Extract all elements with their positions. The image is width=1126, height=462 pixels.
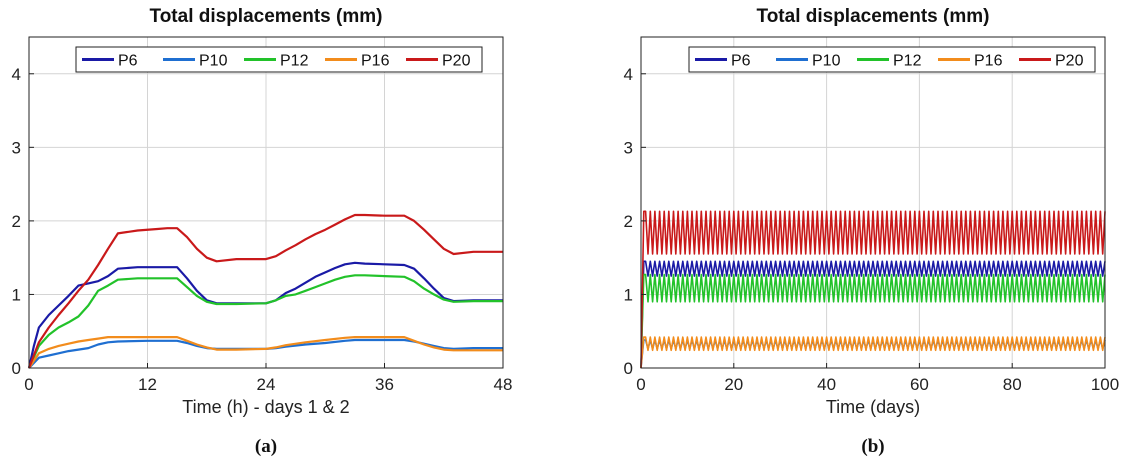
panel-a-lines xyxy=(27,213,503,369)
series-band-p6 xyxy=(640,260,1106,369)
legend-label-p20: P20 xyxy=(442,53,471,70)
series-band-p12 xyxy=(640,273,1106,369)
legend-label-p20: P20 xyxy=(1055,53,1084,70)
x-tick-label: 20 xyxy=(724,375,743,394)
y-tick-label: 0 xyxy=(624,359,633,378)
y-tick-label: 0 xyxy=(12,359,21,378)
x-tick-label: 80 xyxy=(1003,375,1022,394)
series-line-p12 xyxy=(27,274,503,369)
panel-b-plot-area xyxy=(641,37,1105,368)
x-tick-label: 100 xyxy=(1091,375,1119,394)
panel-b-frame xyxy=(640,36,1106,369)
y-tick-label: 2 xyxy=(624,212,633,231)
legend-label-p12: P12 xyxy=(893,53,922,70)
y-tick-label: 4 xyxy=(624,65,633,84)
y-tick-label: 2 xyxy=(12,212,21,231)
panel-a-legend: P6 P10 P12 P16 P20 xyxy=(75,46,483,73)
x-tick-label: 24 xyxy=(257,375,276,394)
series-line-p20 xyxy=(27,213,503,369)
x-tick-label: 40 xyxy=(817,375,836,394)
panel-b-xlabel: Time (days) xyxy=(826,397,920,417)
series-band-p16 xyxy=(640,336,1106,369)
y-tick-label: 1 xyxy=(12,285,21,304)
panel-a-title: Total displacements (mm) xyxy=(150,6,383,27)
legend-label-p16: P16 xyxy=(361,53,390,70)
series-line-p16 xyxy=(28,336,503,369)
y-tick-label: 3 xyxy=(624,138,633,157)
x-tick-label: 36 xyxy=(375,375,394,394)
x-tick-label: 60 xyxy=(910,375,929,394)
panel-b-grid xyxy=(641,37,1105,368)
panel-b-ticks: 0 20 40 60 80 100 0 1 2 3 4 xyxy=(624,65,1120,394)
y-tick-label: 4 xyxy=(12,65,21,84)
y-tick-label: 3 xyxy=(12,138,21,157)
panel-b-title: Total displacements (mm) xyxy=(757,6,990,27)
panel-a-caption: (a) xyxy=(255,436,277,457)
legend-label-p6: P6 xyxy=(731,53,751,70)
legend-label-p16: P16 xyxy=(974,53,1003,70)
legend-label-p12: P12 xyxy=(280,53,309,70)
x-tick-label: 0 xyxy=(636,375,645,394)
panel-b-lines xyxy=(640,210,1106,369)
x-tick-label: 0 xyxy=(24,375,33,394)
panel-b: Total displacements (mm) 0 20 40 60 80 100 0 1 2… xyxy=(624,6,1120,457)
panel-a-grid xyxy=(29,37,503,368)
panel-a: Total displacements (mm) 0 12 24 36 4801234 … xyxy=(12,6,513,457)
y-tick-label: 1 xyxy=(624,285,633,304)
panel-b-legend: P6 P10 P12 P16 P20 xyxy=(688,46,1096,73)
legend-label-p10: P10 xyxy=(199,53,228,70)
x-tick-label: 12 xyxy=(138,375,157,394)
x-tick-label: 48 xyxy=(494,375,513,394)
panel-a-xlabel: Time (h) - days 1 & 2 xyxy=(182,397,349,417)
panel-b-caption: (b) xyxy=(861,436,884,457)
legend-label-p6: P6 xyxy=(118,53,138,70)
legend-label-p10: P10 xyxy=(812,53,841,70)
series-band-p20 xyxy=(640,210,1106,369)
